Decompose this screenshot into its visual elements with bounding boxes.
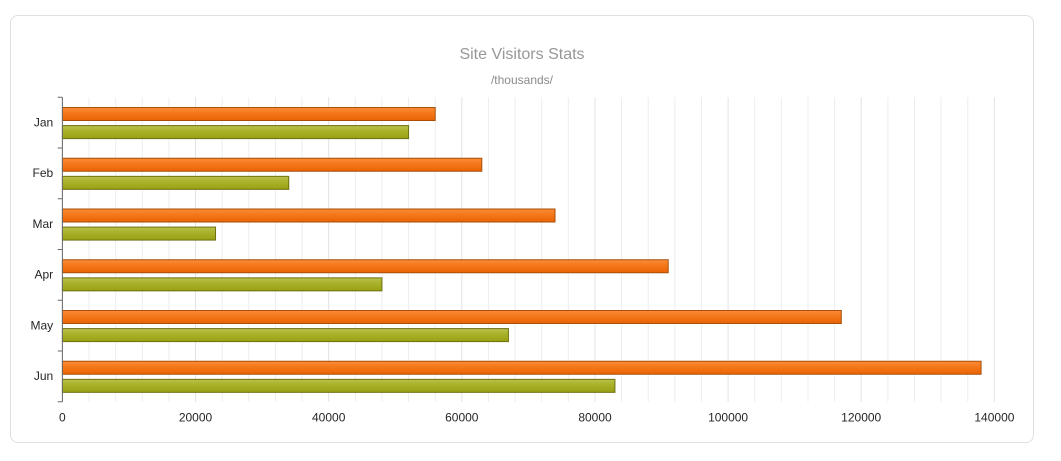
svg-text:Apr: Apr bbox=[35, 268, 54, 282]
svg-text:40000: 40000 bbox=[312, 411, 346, 425]
svg-text:100000: 100000 bbox=[708, 411, 748, 425]
svg-text:60000: 60000 bbox=[445, 411, 479, 425]
svg-text:80000: 80000 bbox=[578, 411, 612, 425]
svg-text:Mar: Mar bbox=[33, 217, 54, 231]
svg-text:May: May bbox=[31, 318, 54, 332]
svg-text:/thousands/: /thousands/ bbox=[491, 73, 554, 87]
svg-text:Feb: Feb bbox=[33, 166, 54, 180]
svg-text:Jan: Jan bbox=[34, 115, 53, 129]
svg-text:Jun: Jun bbox=[34, 369, 53, 383]
svg-text:120000: 120000 bbox=[841, 411, 881, 425]
svg-text:140000: 140000 bbox=[974, 411, 1014, 425]
svg-text:20000: 20000 bbox=[179, 411, 213, 425]
svg-text:0: 0 bbox=[59, 411, 66, 425]
svg-text:Site Visitors Stats: Site Visitors Stats bbox=[459, 46, 584, 63]
